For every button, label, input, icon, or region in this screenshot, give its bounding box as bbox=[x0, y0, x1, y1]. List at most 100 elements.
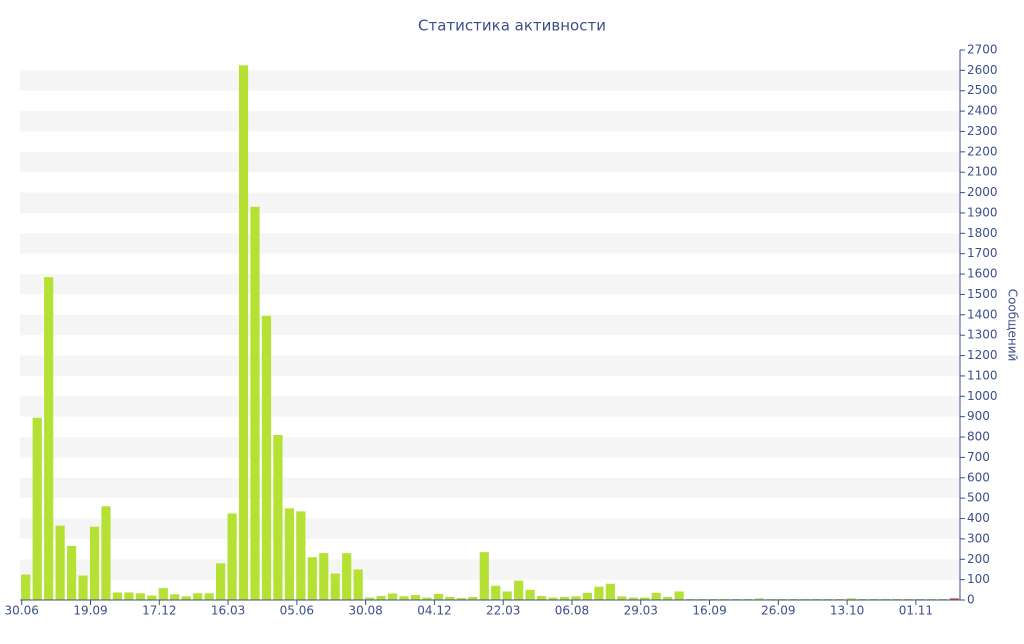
bar bbox=[720, 598, 730, 600]
y-tick-label: 0 bbox=[967, 593, 975, 607]
bar bbox=[617, 596, 627, 600]
bar bbox=[559, 596, 570, 600]
bar bbox=[78, 575, 88, 600]
bar bbox=[835, 598, 845, 600]
bar bbox=[674, 591, 684, 600]
bar bbox=[663, 596, 673, 600]
x-tick-label: 01.11 bbox=[899, 604, 933, 618]
bar bbox=[55, 525, 65, 600]
bar bbox=[227, 513, 237, 600]
bar bbox=[823, 598, 833, 600]
bar bbox=[903, 598, 913, 600]
x-tick-label: 04.12 bbox=[417, 604, 451, 618]
bar bbox=[101, 506, 111, 600]
bar bbox=[789, 598, 799, 600]
bar bbox=[353, 569, 363, 600]
grid-band bbox=[20, 518, 960, 539]
y-tick-label: 600 bbox=[967, 470, 990, 484]
bar bbox=[422, 597, 432, 600]
bar bbox=[250, 206, 260, 600]
bar bbox=[204, 593, 214, 600]
x-tick-label: 05.06 bbox=[280, 604, 314, 618]
bar bbox=[708, 598, 719, 600]
x-tick-label: 13.10 bbox=[830, 604, 864, 618]
bar bbox=[731, 598, 742, 600]
bar bbox=[491, 585, 501, 600]
y-tick-label: 800 bbox=[967, 430, 990, 444]
bar bbox=[651, 592, 661, 600]
y-tick-label: 1400 bbox=[967, 307, 998, 321]
bar bbox=[800, 598, 810, 600]
bar bbox=[112, 592, 123, 600]
y-axis-title: Сообщений bbox=[1006, 289, 1020, 362]
y-tick-label: 1600 bbox=[967, 267, 998, 281]
grid-band bbox=[20, 355, 960, 376]
x-tick-label: 17.12 bbox=[142, 604, 176, 618]
bar bbox=[926, 598, 936, 600]
bar bbox=[365, 597, 375, 600]
bar bbox=[147, 595, 157, 600]
y-tick-label: 2700 bbox=[967, 43, 998, 57]
bar bbox=[261, 315, 272, 600]
bar bbox=[181, 596, 191, 600]
x-tick-label: 30.08 bbox=[348, 604, 382, 618]
bar bbox=[238, 65, 249, 601]
bar bbox=[548, 597, 558, 600]
y-tick-label: 1100 bbox=[967, 368, 998, 382]
y-tick-label: 2600 bbox=[967, 63, 998, 77]
bar bbox=[594, 586, 604, 600]
x-tick-label: 19.09 bbox=[73, 604, 107, 618]
bar bbox=[456, 597, 466, 600]
bar bbox=[319, 553, 329, 600]
bar bbox=[124, 592, 134, 600]
bar bbox=[89, 526, 100, 600]
y-tick-label: 900 bbox=[967, 409, 990, 423]
y-tick-label: 200 bbox=[967, 552, 990, 566]
x-tick-label: 16.09 bbox=[692, 604, 726, 618]
bar bbox=[445, 596, 455, 600]
y-tick-label: 1000 bbox=[967, 389, 998, 403]
bar bbox=[135, 593, 145, 600]
bar bbox=[502, 591, 512, 600]
y-tick-label: 300 bbox=[967, 531, 990, 545]
grid-band bbox=[20, 559, 960, 580]
grid-band bbox=[20, 192, 960, 213]
grid-band bbox=[20, 274, 960, 295]
x-tick-label: 06.08 bbox=[555, 604, 589, 618]
bar bbox=[273, 435, 283, 600]
grid-band bbox=[20, 111, 960, 132]
bar bbox=[330, 573, 340, 600]
y-tick-label: 2200 bbox=[967, 144, 998, 158]
bar bbox=[399, 596, 409, 600]
bar bbox=[514, 580, 524, 600]
bar bbox=[433, 593, 443, 600]
bar bbox=[21, 574, 31, 600]
x-tick-label: 26.09 bbox=[761, 604, 795, 618]
bar bbox=[949, 598, 959, 600]
grid-band bbox=[20, 70, 960, 91]
y-tick-label: 700 bbox=[967, 450, 990, 464]
y-tick-label: 500 bbox=[967, 491, 990, 505]
bar bbox=[410, 594, 421, 600]
bar bbox=[216, 563, 226, 600]
bar bbox=[869, 598, 879, 600]
bar bbox=[537, 595, 547, 600]
bar bbox=[158, 588, 168, 600]
grid-band bbox=[20, 396, 960, 417]
bar bbox=[846, 598, 856, 600]
bar bbox=[571, 596, 581, 600]
y-tick-label: 2400 bbox=[967, 104, 998, 118]
bar bbox=[777, 598, 787, 600]
bar bbox=[582, 592, 593, 600]
chart-title: Статистика активности bbox=[418, 17, 606, 35]
bar bbox=[605, 583, 615, 600]
bar bbox=[915, 598, 925, 600]
bar bbox=[342, 553, 352, 600]
bar bbox=[766, 598, 776, 600]
y-tick-label: 2000 bbox=[967, 185, 998, 199]
x-tick-label: 29.03 bbox=[624, 604, 658, 618]
x-tick-label: 30.06 bbox=[5, 604, 39, 618]
bar bbox=[686, 598, 696, 600]
bar bbox=[525, 589, 535, 600]
